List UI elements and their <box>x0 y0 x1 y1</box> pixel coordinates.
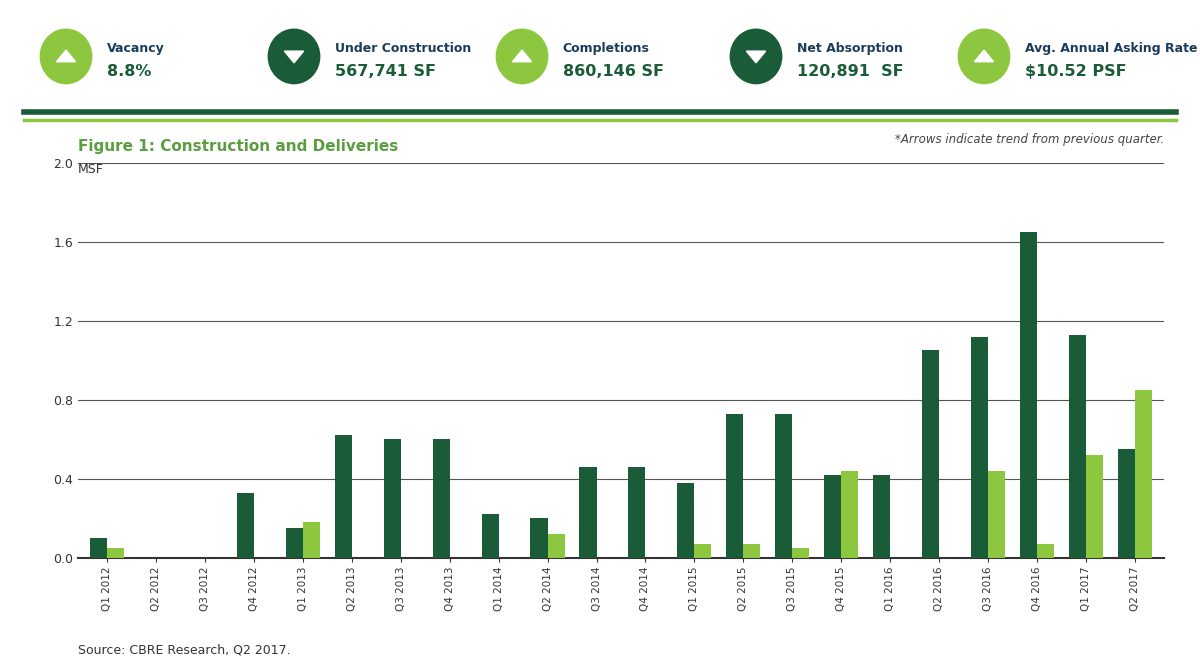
Bar <box>236 493 254 558</box>
Bar <box>743 544 761 558</box>
Bar <box>384 440 401 558</box>
Bar <box>530 518 547 558</box>
Bar <box>580 467 596 558</box>
Text: Under Construction: Under Construction <box>335 42 472 55</box>
Bar <box>824 475 841 558</box>
Bar <box>988 471 1006 558</box>
Bar <box>677 483 695 558</box>
Bar <box>792 548 809 558</box>
Text: 860,146 SF: 860,146 SF <box>563 64 664 78</box>
Bar <box>695 544 712 558</box>
Text: $10.52 PSF: $10.52 PSF <box>1025 64 1127 78</box>
Bar <box>841 471 858 558</box>
Text: 567,741 SF: 567,741 SF <box>335 64 436 78</box>
Bar <box>971 337 988 558</box>
Bar <box>335 436 352 558</box>
Bar <box>1020 232 1037 558</box>
Bar <box>1069 335 1086 558</box>
Bar <box>286 528 304 558</box>
Text: MSF: MSF <box>78 163 104 176</box>
Text: *Arrows indicate trend from previous quarter.: *Arrows indicate trend from previous qua… <box>895 133 1164 146</box>
Bar <box>922 351 938 558</box>
Bar <box>629 467 646 558</box>
Bar <box>726 414 743 558</box>
Text: Net Absorption: Net Absorption <box>797 42 902 55</box>
Bar <box>304 522 320 558</box>
Text: 8.8%: 8.8% <box>107 64 151 78</box>
Text: Source: CBRE Research, Q2 2017.: Source: CBRE Research, Q2 2017. <box>78 643 290 656</box>
Bar <box>547 534 565 558</box>
Bar <box>481 515 499 558</box>
Bar <box>90 538 107 558</box>
Bar <box>872 475 890 558</box>
Bar <box>775 414 792 558</box>
Bar <box>1086 455 1103 558</box>
Text: Vacancy: Vacancy <box>107 42 164 55</box>
Bar <box>1117 449 1135 558</box>
Bar <box>433 440 450 558</box>
Text: Figure 1: Construction and Deliveries: Figure 1: Construction and Deliveries <box>78 139 398 155</box>
Bar <box>107 548 125 558</box>
Text: 120,891  SF: 120,891 SF <box>797 64 904 78</box>
Bar <box>1037 544 1054 558</box>
Bar <box>1135 390 1152 558</box>
Text: Completions: Completions <box>563 42 649 55</box>
Text: Avg. Annual Asking Rate: Avg. Annual Asking Rate <box>1025 42 1198 55</box>
